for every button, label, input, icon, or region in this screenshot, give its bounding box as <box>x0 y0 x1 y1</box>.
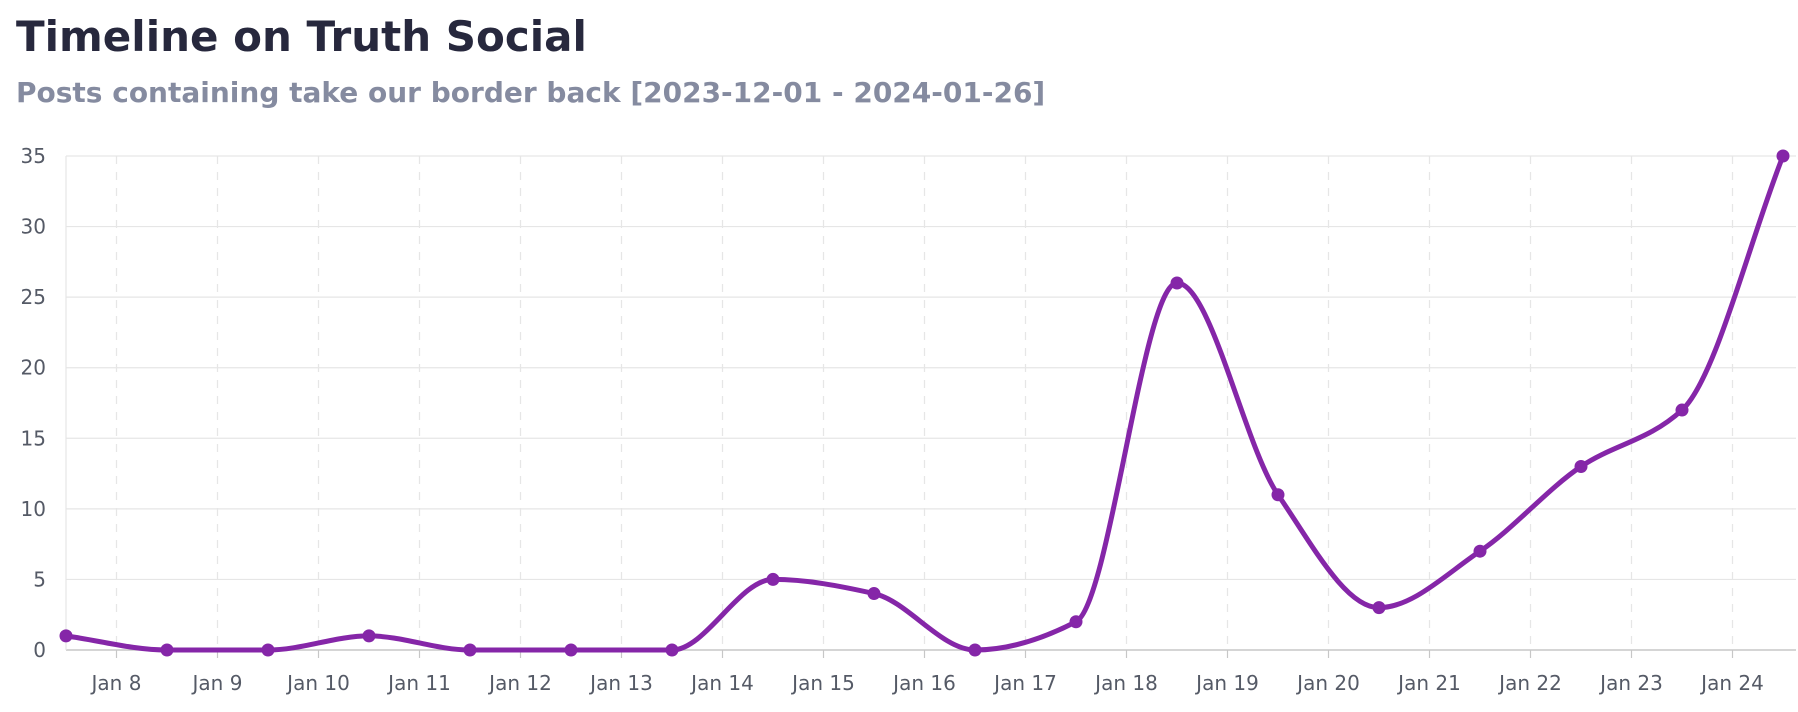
data-point <box>1473 544 1487 558</box>
y-tick-label: 10 <box>21 497 46 521</box>
x-tick-label: Jan 8 <box>90 671 142 695</box>
x-tick-label: Jan 21 <box>1396 671 1461 695</box>
data-point <box>1574 460 1588 474</box>
chart-title: Timeline on Truth Social <box>16 12 587 61</box>
data-point <box>665 643 679 657</box>
x-tick-label: Jan 15 <box>790 671 855 695</box>
data-point <box>1372 601 1386 615</box>
data-point <box>968 643 982 657</box>
data-point <box>362 629 376 643</box>
data-point <box>463 643 477 657</box>
data-point <box>1675 403 1689 417</box>
x-tick-label: Jan 17 <box>992 671 1057 695</box>
x-tick-label: Jan 13 <box>588 671 653 695</box>
x-axis-ticks: Jan 8 Jan 9 Jan 10 Jan 11 Jan 12 Jan 13 Jan 14… <box>90 671 1764 695</box>
data-point <box>1271 488 1285 502</box>
y-tick-label: 35 <box>21 144 46 168</box>
series-group <box>63 153 1786 653</box>
data-point <box>766 572 780 586</box>
x-tick-label: Jan 12 <box>487 671 552 695</box>
data-point <box>160 643 174 657</box>
x-tick-label: Jan 20 <box>1295 671 1360 695</box>
series-line <box>63 153 1786 653</box>
data-point <box>1170 276 1184 290</box>
y-gridlines <box>65 155 1796 651</box>
x-tick-label: Jan 11 <box>386 671 451 695</box>
data-point <box>1069 615 1083 629</box>
y-tick-label: 25 <box>21 285 46 309</box>
data-points <box>59 149 1790 657</box>
data-point <box>867 587 881 601</box>
x-tick-label: Jan 19 <box>1194 671 1259 695</box>
y-tick-label: 15 <box>21 426 46 450</box>
x-tick-label: Jan 23 <box>1598 671 1663 695</box>
x-gridlines <box>115 156 1734 658</box>
y-tick-label: 5 <box>33 567 46 591</box>
y-axis-ticks: 0 5 10 15 20 25 30 35 <box>21 144 46 662</box>
chart-subtitle: Posts containing take our border back [2… <box>16 76 1046 109</box>
x-tick-label: Jan 22 <box>1497 671 1562 695</box>
y-tick-label: 20 <box>21 356 46 380</box>
x-tick-label: Jan 9 <box>191 671 243 695</box>
data-point <box>1776 149 1790 163</box>
data-point <box>261 643 275 657</box>
x-tick-label: Jan 16 <box>891 671 956 695</box>
x-tick-label: Jan 18 <box>1093 671 1158 695</box>
data-point <box>564 643 578 657</box>
x-tick-label: Jan 14 <box>689 671 754 695</box>
y-tick-label: 30 <box>21 215 46 239</box>
y-tick-label: 0 <box>33 638 46 662</box>
x-tick-label: Jan 10 <box>285 671 350 695</box>
data-point <box>59 629 73 643</box>
x-tick-label: Jan 24 <box>1699 671 1764 695</box>
